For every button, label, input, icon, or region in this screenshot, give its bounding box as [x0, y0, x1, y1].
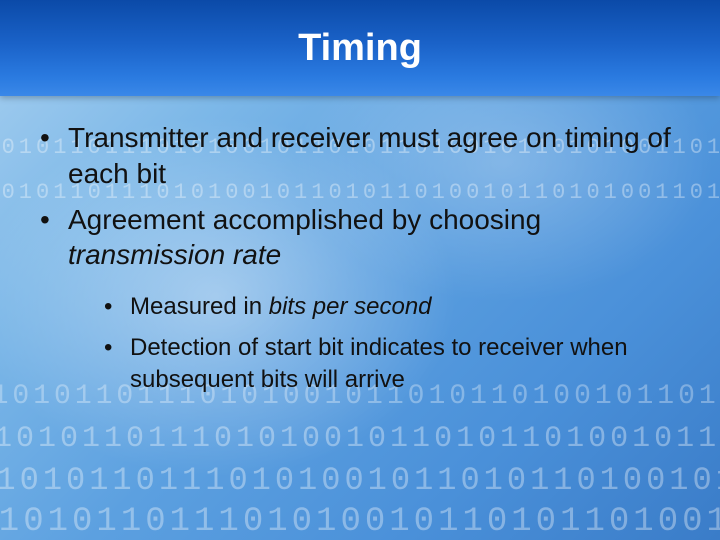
sub-bullet-text-emphasis: bits per second	[269, 293, 432, 320]
bullet-item: Agreement accomplished by choosing trans…	[30, 202, 690, 397]
bullet-item: Transmitter and receiver must agree on t…	[30, 120, 690, 192]
bullet-text: Transmitter and receiver must agree on t…	[68, 122, 671, 189]
bullet-text: Agreement accomplished by choosing	[68, 204, 541, 235]
sub-bullet-item: Measured in bits per second	[96, 291, 690, 323]
slide-body: Transmitter and receiver must agree on t…	[0, 96, 720, 396]
sub-bullet-text: Measured in	[130, 293, 269, 320]
bullet-list-level2: Measured in bits per second Detection of…	[68, 291, 690, 396]
sub-bullet-text: Detection of start bit indicates to rece…	[130, 334, 628, 393]
bg-digit-row: 1010101101110101001011010110100101101010…	[0, 495, 720, 540]
bullet-list-level1: Transmitter and receiver must agree on t…	[30, 120, 690, 396]
bullet-text-emphasis: transmission rate	[68, 239, 281, 270]
slide-title: Timing	[298, 27, 422, 70]
slide-header: Timing	[0, 0, 720, 96]
sub-bullet-item: Detection of start bit indicates to rece…	[96, 332, 690, 397]
